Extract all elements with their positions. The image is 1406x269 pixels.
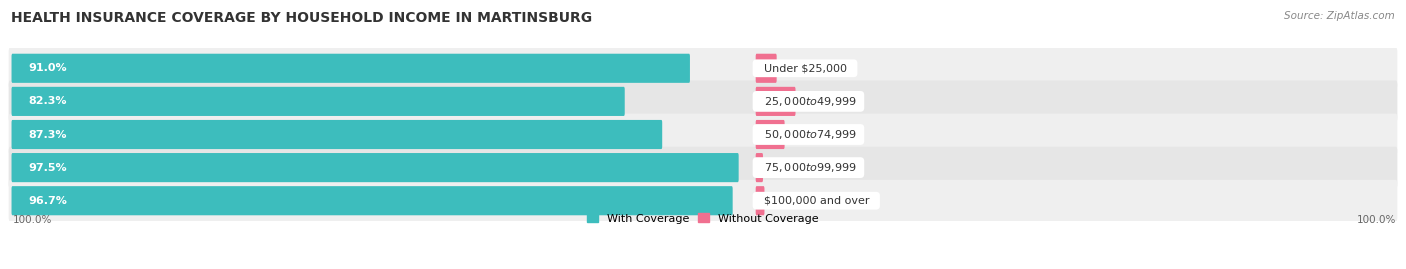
FancyBboxPatch shape xyxy=(755,186,765,215)
FancyBboxPatch shape xyxy=(8,47,1398,89)
Text: 100.0%: 100.0% xyxy=(13,215,52,225)
FancyBboxPatch shape xyxy=(11,186,733,215)
FancyBboxPatch shape xyxy=(755,120,785,149)
Text: 12.7%: 12.7% xyxy=(797,129,832,140)
FancyBboxPatch shape xyxy=(755,87,796,116)
Text: 82.3%: 82.3% xyxy=(28,96,67,107)
FancyBboxPatch shape xyxy=(8,114,1398,155)
Text: 3.3%: 3.3% xyxy=(776,196,804,206)
Text: 100.0%: 100.0% xyxy=(1357,215,1396,225)
Text: 9.0%: 9.0% xyxy=(789,63,817,73)
FancyBboxPatch shape xyxy=(755,153,763,182)
Text: $100,000 and over: $100,000 and over xyxy=(756,196,876,206)
FancyBboxPatch shape xyxy=(11,87,624,116)
Text: Source: ZipAtlas.com: Source: ZipAtlas.com xyxy=(1284,11,1395,21)
Text: 97.5%: 97.5% xyxy=(28,162,67,173)
FancyBboxPatch shape xyxy=(11,120,662,149)
Text: $50,000 to $74,999: $50,000 to $74,999 xyxy=(756,128,860,141)
FancyBboxPatch shape xyxy=(8,180,1398,222)
FancyBboxPatch shape xyxy=(8,80,1398,122)
Text: $25,000 to $49,999: $25,000 to $49,999 xyxy=(756,95,860,108)
Text: 96.7%: 96.7% xyxy=(28,196,67,206)
Text: HEALTH INSURANCE COVERAGE BY HOUSEHOLD INCOME IN MARTINSBURG: HEALTH INSURANCE COVERAGE BY HOUSEHOLD I… xyxy=(11,11,592,25)
FancyBboxPatch shape xyxy=(8,147,1398,189)
FancyBboxPatch shape xyxy=(11,54,690,83)
Legend: With Coverage, Without Coverage: With Coverage, Without Coverage xyxy=(588,213,818,224)
FancyBboxPatch shape xyxy=(755,54,776,83)
Text: Under $25,000: Under $25,000 xyxy=(756,63,853,73)
Text: $75,000 to $99,999: $75,000 to $99,999 xyxy=(756,161,860,174)
Text: 87.3%: 87.3% xyxy=(28,129,67,140)
Text: 2.6%: 2.6% xyxy=(775,162,803,173)
Text: 91.0%: 91.0% xyxy=(28,63,67,73)
FancyBboxPatch shape xyxy=(11,153,738,182)
Text: 17.8%: 17.8% xyxy=(807,96,844,107)
